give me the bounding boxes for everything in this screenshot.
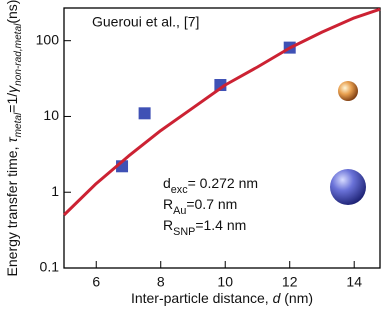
text-part: =1/ <box>4 93 20 113</box>
data-point <box>138 107 151 120</box>
plot-frame <box>63 7 381 269</box>
gold-particle <box>338 81 358 101</box>
chart-title: Gueroui et al., [7] <box>92 14 199 30</box>
text-part: =0.7 nm <box>186 196 237 212</box>
rich-text: RAu=0.7 nm <box>163 196 237 217</box>
y-tick-label: 100 <box>36 31 60 47</box>
text-part: γ <box>4 85 20 93</box>
text-part: R <box>163 217 173 233</box>
text-part: SNP <box>173 226 195 238</box>
text-part: =1.4 nm <box>195 217 246 233</box>
text-part: = 0.272 nm <box>188 175 258 191</box>
rich-text: Energy transfer time, τmetal=1/γnon-rad,… <box>4 0 24 276</box>
text-part: d <box>273 290 282 306</box>
silica-particle <box>330 169 366 205</box>
text-part: Energy transfer time, <box>4 143 20 277</box>
text-part: (nm) <box>280 290 313 306</box>
text-part: d <box>163 175 171 191</box>
y-tick-label: 1 <box>51 183 59 199</box>
text-part: Inter-particle distance, <box>131 290 273 306</box>
x-tick-label: 12 <box>282 274 298 290</box>
text-part: R <box>163 196 173 212</box>
rich-text: dexc= 0.272 nm <box>163 175 258 196</box>
fit-curve <box>62 7 381 217</box>
x-tick-label: 8 <box>157 274 165 290</box>
text-part: exc <box>171 184 188 196</box>
rich-text: Inter-particle distance, d (nm) <box>131 290 313 306</box>
y-tick-label: 10 <box>43 107 59 123</box>
rich-text: RSNP=1.4 nm <box>163 217 246 238</box>
text-part: metal <box>13 112 24 137</box>
y-tick-label: 0.1 <box>40 259 60 275</box>
text-part: Au <box>173 205 186 217</box>
text-part: non-rad,metal <box>13 23 24 86</box>
text-part: (ns) <box>4 0 20 24</box>
x-tick-label: 10 <box>217 274 233 290</box>
x-tick-label: 14 <box>346 274 362 290</box>
text-part: τ <box>4 137 20 143</box>
x-tick-label: 6 <box>92 274 100 290</box>
